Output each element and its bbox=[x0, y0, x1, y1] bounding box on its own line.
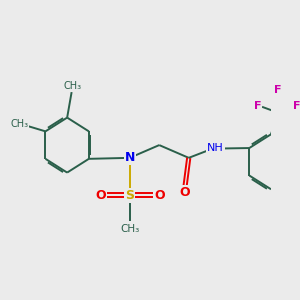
Text: S: S bbox=[125, 189, 134, 202]
Text: CH₃: CH₃ bbox=[11, 119, 28, 130]
Text: O: O bbox=[179, 186, 190, 199]
Text: N: N bbox=[124, 152, 135, 164]
Text: CH₃: CH₃ bbox=[120, 224, 140, 233]
Text: F: F bbox=[254, 101, 261, 111]
Text: F: F bbox=[293, 101, 300, 111]
Text: F: F bbox=[274, 85, 282, 95]
Text: CH₃: CH₃ bbox=[63, 81, 81, 91]
Text: O: O bbox=[95, 189, 106, 202]
Text: NH: NH bbox=[207, 143, 224, 153]
Text: O: O bbox=[154, 189, 165, 202]
